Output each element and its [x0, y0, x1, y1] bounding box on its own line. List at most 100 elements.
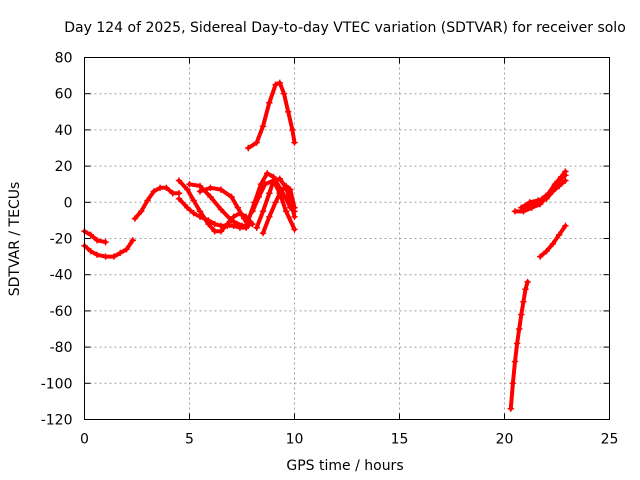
data-point — [234, 204, 241, 211]
data-point — [217, 228, 225, 235]
data-point — [217, 206, 225, 213]
data-point — [102, 253, 109, 260]
series-arc16 — [518, 177, 569, 211]
data-point — [224, 222, 231, 230]
series-line — [82, 229, 108, 245]
series-arc13 — [507, 278, 531, 412]
data-point — [138, 208, 145, 215]
data-point — [253, 139, 260, 146]
data-point — [266, 99, 273, 106]
data-point — [255, 193, 262, 201]
data-point — [272, 199, 279, 206]
series-line — [254, 176, 297, 230]
data-point — [205, 217, 212, 224]
data-point — [207, 193, 214, 201]
data-point — [93, 237, 101, 244]
data-point — [509, 380, 517, 387]
data-point — [520, 208, 527, 215]
data-point — [196, 182, 204, 190]
data-point — [217, 222, 225, 230]
data-point — [518, 204, 525, 211]
data-point — [217, 186, 225, 193]
data-point — [196, 188, 204, 195]
data-point — [513, 340, 521, 347]
data-point — [266, 213, 273, 220]
data-point — [291, 204, 298, 211]
series-arc2 — [81, 237, 136, 260]
data-point — [211, 228, 218, 235]
data-point — [93, 251, 101, 258]
data-point — [131, 215, 139, 222]
data-point — [537, 253, 544, 260]
x-axis-label: GPS time / hours — [286, 458, 403, 474]
data-point — [291, 139, 298, 146]
data-point — [291, 213, 298, 220]
data-point — [245, 222, 252, 230]
data-point — [196, 208, 204, 215]
series-arc1 — [81, 228, 109, 246]
data-point — [291, 226, 298, 233]
data-point — [184, 204, 191, 211]
y-tick-label: 20 — [55, 159, 73, 175]
data-point — [562, 177, 569, 184]
x-tick-label: 0 — [80, 432, 89, 448]
data-point — [511, 208, 519, 215]
data-point — [175, 190, 183, 197]
y-tick-label: -40 — [50, 268, 73, 284]
y-tick-label: -20 — [50, 232, 73, 248]
data-point — [276, 79, 283, 87]
x-tick-label: 20 — [496, 432, 514, 448]
data-point — [280, 90, 288, 97]
data-point — [518, 311, 525, 318]
data-point — [186, 181, 193, 188]
x-tick-label: 15 — [391, 432, 409, 448]
data-point — [282, 182, 290, 190]
x-tick-label: 10 — [286, 432, 304, 448]
y-tick-label: 0 — [64, 195, 73, 211]
data-point — [511, 358, 519, 365]
data-point — [520, 298, 527, 306]
data-point — [207, 184, 214, 192]
data-point — [190, 197, 197, 204]
series-arc8 — [245, 79, 298, 152]
data-point — [543, 195, 550, 202]
series-arc7 — [196, 184, 252, 230]
data-point — [190, 209, 197, 217]
y-axis-label: SDTVAR / TECUs — [7, 182, 23, 297]
data-point — [240, 215, 248, 222]
y-tick-label: 80 — [55, 51, 73, 67]
data-point — [228, 217, 235, 224]
data-point — [551, 181, 559, 188]
y-tick-label: -60 — [50, 304, 73, 320]
data-point — [87, 231, 94, 239]
data-point — [245, 144, 252, 152]
y-tick-label: -100 — [41, 376, 73, 392]
series-arc3 — [131, 184, 183, 222]
y-tick-label: -120 — [41, 413, 73, 429]
data-point — [228, 193, 235, 201]
data-point — [549, 188, 556, 195]
x-tick-label: 5 — [185, 432, 194, 448]
series-arc17 — [537, 222, 569, 260]
data-point — [276, 175, 283, 182]
data-point — [549, 240, 556, 248]
grid-lines — [84, 57, 610, 420]
data-point — [144, 197, 151, 204]
y-tick-label: 60 — [55, 87, 73, 103]
data-point — [259, 123, 267, 130]
data-point — [266, 190, 273, 197]
data-point — [238, 222, 246, 230]
data-point — [516, 325, 523, 333]
data-point — [287, 186, 294, 193]
series-line — [132, 185, 181, 221]
data-point — [169, 190, 176, 197]
data-point — [507, 405, 514, 412]
data-point — [117, 249, 124, 257]
data-point — [211, 220, 218, 228]
data-point — [562, 222, 569, 230]
y-tick-labels: -120 -100 -80 -60 -40 -20 0 20 40 60 80 — [41, 51, 73, 429]
plot-frame — [84, 57, 610, 420]
data-point — [534, 197, 542, 204]
data-point — [245, 217, 252, 224]
